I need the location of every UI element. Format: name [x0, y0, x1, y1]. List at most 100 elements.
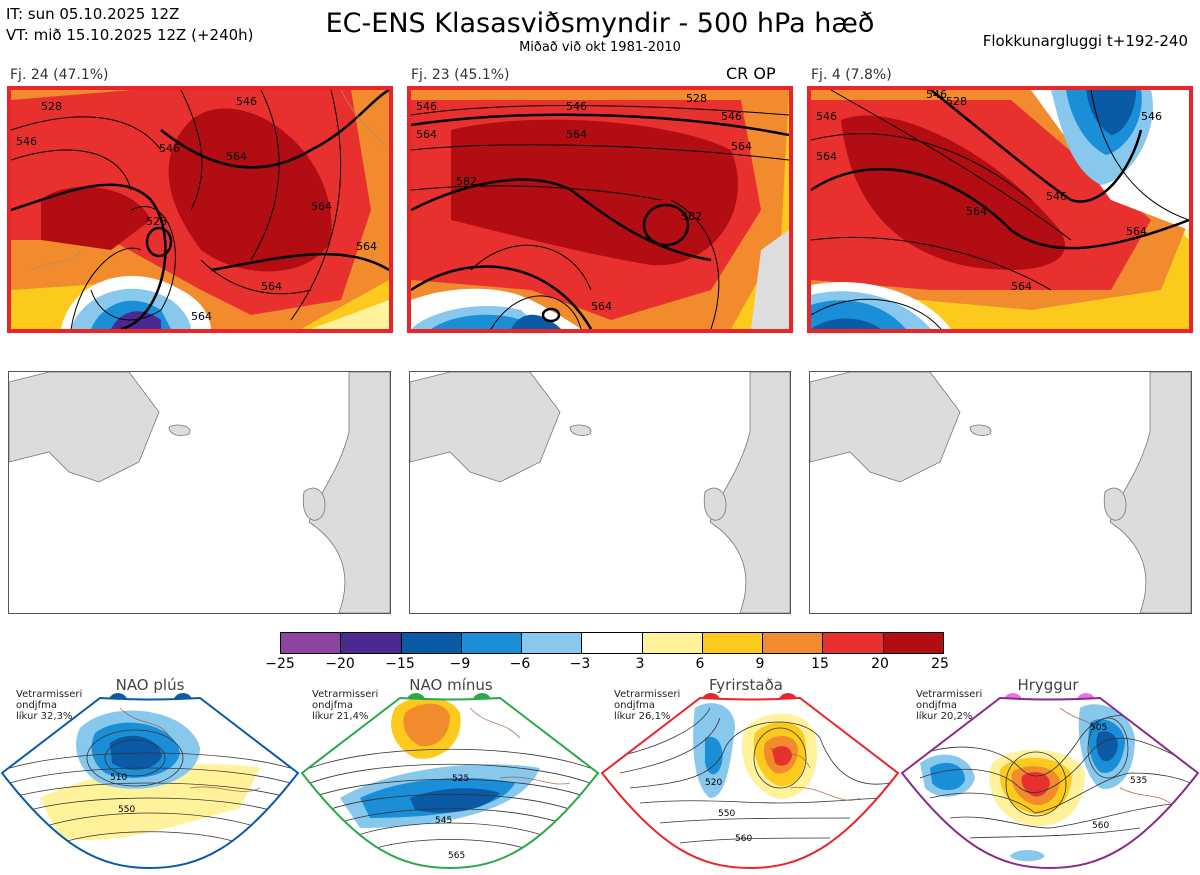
europe-shape	[709, 372, 790, 613]
contour-label: 564	[1011, 280, 1032, 293]
contour-label: 546	[159, 142, 180, 155]
iceland-shape	[969, 424, 992, 436]
contour-label: 546	[416, 100, 437, 113]
colorbar-segment	[823, 633, 884, 653]
note-line: ondjfma	[16, 700, 57, 711]
colorbar-tick: 6	[695, 656, 705, 672]
colorbar-tick: 20	[871, 656, 889, 672]
cluster-2-tag: CR OP	[726, 64, 776, 83]
contour-label: 520	[705, 778, 722, 788]
colorbar-tick: 3	[635, 656, 645, 672]
note-line: Vetrarmisseri	[614, 689, 681, 700]
britain-shape	[302, 487, 326, 521]
cluster-3-label: Fj. 4 (7.8%)	[811, 67, 892, 83]
cluster-2-label: Fj. 23 (45.1%)	[411, 67, 510, 83]
colorbar-segment	[281, 633, 342, 653]
note-line: ondjfma	[312, 700, 353, 711]
contour-label: 525	[452, 774, 469, 784]
contour-label: 565	[448, 851, 465, 861]
iceland-shape	[168, 424, 191, 436]
contour-label: 564	[261, 280, 282, 293]
colorbar-segment	[401, 633, 462, 653]
contour-label: 560	[735, 834, 752, 844]
contour-label: 510	[110, 773, 127, 783]
colorbar-tick: −9	[449, 656, 471, 672]
regime-3-frame	[600, 696, 900, 870]
contour-label: 582	[456, 175, 477, 188]
note-line: líkur 20,2%	[916, 711, 973, 722]
regime-1-title: NAO plús	[115, 676, 185, 694]
contour-label: 546	[1141, 110, 1162, 123]
note-line: líkur 32,3%	[16, 711, 73, 722]
header-info: IT: sun 05.10.2025 12Z VT: mið 15.10.202…	[6, 4, 254, 46]
colorbar-segment	[763, 633, 824, 653]
cluster-map-2: 546 546 564 528 564 582 582 564 564 546	[407, 86, 793, 333]
colorbar-segment	[341, 633, 402, 653]
regime-2-frame	[300, 696, 600, 870]
regime-3-map: 520 550 560	[600, 688, 900, 871]
contour-label: 564	[591, 300, 612, 313]
empty-map-1	[8, 371, 391, 614]
note-line: líkur 21,4%	[312, 711, 369, 722]
note-line: ondjfma	[916, 700, 957, 711]
contour-label: 505	[1090, 723, 1107, 733]
greenland-shape	[810, 372, 961, 483]
contour-label: 546	[1046, 190, 1067, 203]
page-title: EC-ENS Klasasviðsmyndir - 500 hPa hæð	[325, 8, 875, 39]
contour-label: 582	[681, 210, 702, 223]
regime-4-note: Vetrarmisseri ondjfma líkur 20,2%	[916, 689, 982, 722]
contour-label: 528	[41, 100, 62, 113]
colorbar-tick: −20	[325, 656, 355, 672]
greenland-shape	[9, 372, 160, 483]
contour-label: 550	[118, 805, 135, 815]
iceland-shape	[569, 424, 592, 436]
contour-label: 564	[1126, 225, 1147, 238]
regime-2-title: NAO mínus	[409, 676, 493, 694]
colorbar-tick: −25	[265, 656, 295, 672]
cluster-map-1: 546 564 528 546 564 546 564 564 528 564	[7, 86, 393, 333]
colorbar	[280, 632, 944, 654]
contour-label: 546	[566, 100, 587, 113]
colorbar-segment	[582, 633, 643, 653]
regime-4-map: 505 535 560	[900, 688, 1200, 871]
classification-window: Flokkunargluggi t+192-240	[982, 32, 1188, 50]
greenland-shape	[410, 372, 561, 483]
colorbar-tick: −6	[509, 656, 531, 672]
contour-label: 528	[686, 92, 707, 105]
note-line: ondjfma	[614, 700, 655, 711]
init-time: IT: sun 05.10.2025 12Z	[6, 5, 180, 23]
empty-map-3	[809, 371, 1192, 614]
contour-label: 564	[416, 128, 437, 141]
contour-label: 545	[435, 816, 452, 826]
colorbar-tick: 25	[931, 656, 949, 672]
empty-map-2	[409, 371, 791, 614]
contour-label: 560	[1092, 821, 1109, 831]
regime-1-frame	[0, 696, 300, 870]
colorbar-tick: −3	[569, 656, 591, 672]
note-line: Vetrarmisseri	[16, 689, 83, 700]
regime-1-note: Vetrarmisseri ondjfma líkur 32,3%	[16, 689, 82, 722]
colorbar-tick: −15	[385, 656, 415, 672]
contour-label: 564	[731, 140, 752, 153]
contour-label: 564	[226, 150, 247, 163]
colorbar-tick: 9	[755, 656, 765, 672]
regime-3-note: Vetrarmisseri ondjfma líkur 26,1%	[614, 689, 680, 722]
contour-label: 546	[16, 135, 37, 148]
europe-shape	[1109, 372, 1191, 613]
regime-1-map: 510 550	[0, 688, 300, 871]
contour-label: 528	[146, 215, 167, 228]
colorbar-segment	[642, 633, 703, 653]
contour-label: 528	[946, 95, 967, 108]
colorbar-tick: 15	[811, 656, 829, 672]
colorbar-segment	[461, 633, 523, 653]
cluster-map-3: 546 528 546 564 546 564 564 564 546	[807, 86, 1193, 333]
contour-label: 564	[816, 150, 837, 163]
colorbar-segment	[883, 633, 943, 653]
regime-2-map: 525 545 565	[300, 688, 600, 871]
contour-label: 564	[311, 200, 332, 213]
note-line: Vetrarmisseri	[916, 689, 983, 700]
colorbar-ticks: −25 −20 −15 −9 −6 −3 3 6 9 15 20 25	[0, 656, 1200, 674]
contour-label: 546	[721, 110, 742, 123]
contour-label: 564	[566, 128, 587, 141]
note-line: líkur 26,1%	[614, 711, 671, 722]
